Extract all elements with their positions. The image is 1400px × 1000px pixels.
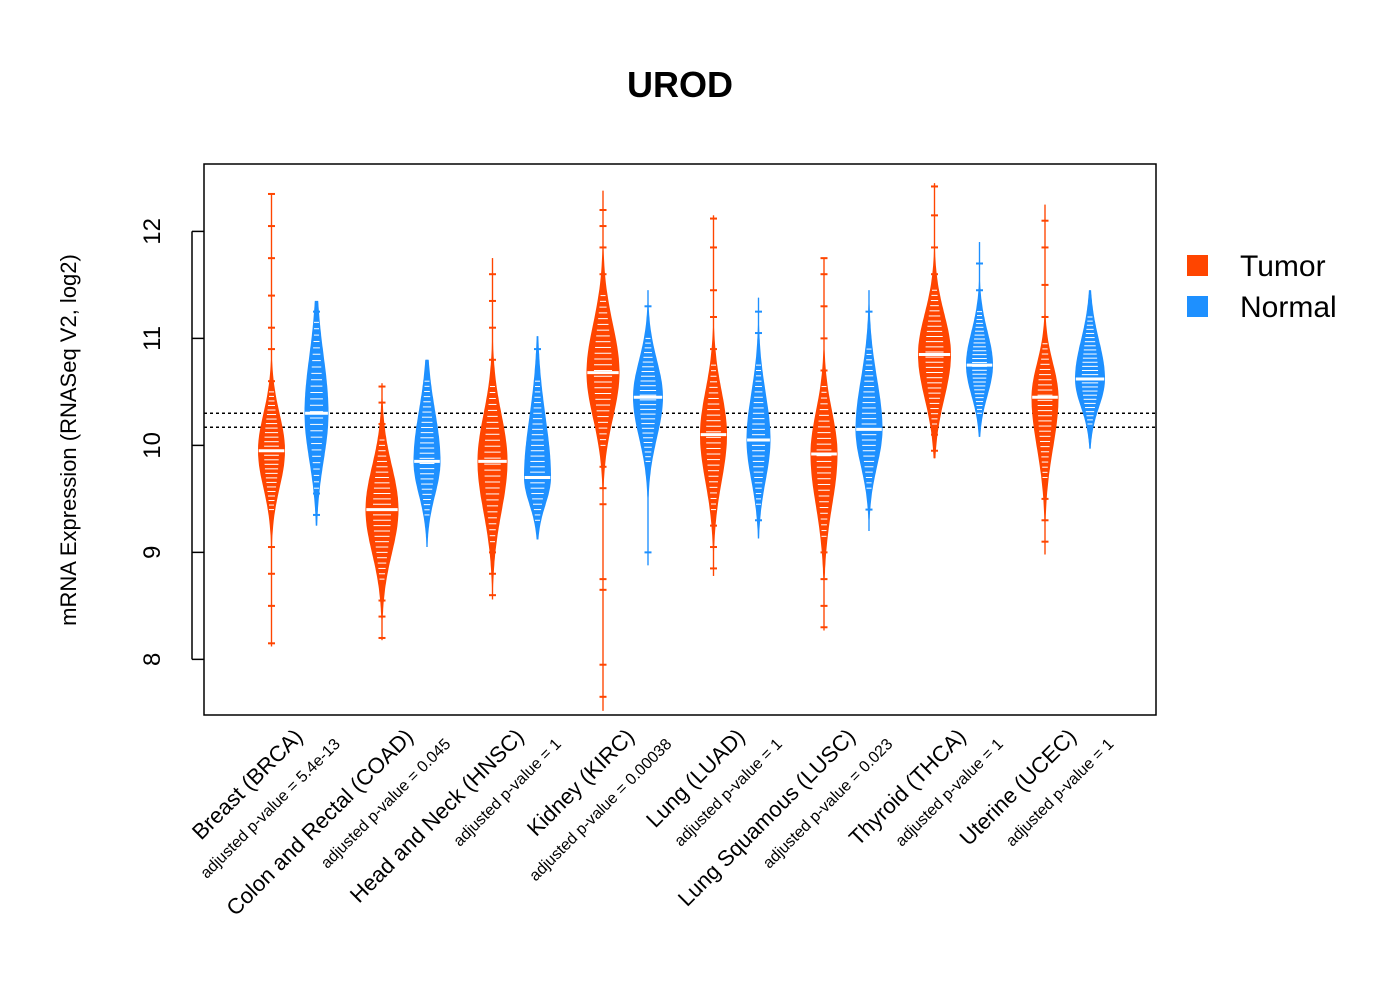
tumor-bean [477, 258, 508, 600]
y-tick-label: 8 [139, 653, 166, 666]
legend: Tumor Normal [1187, 250, 1337, 324]
tumor-bean [365, 383, 399, 641]
legend-label: Normal [1240, 291, 1337, 324]
normal-bean [746, 297, 771, 539]
normal-bean [966, 242, 993, 437]
normal-bean [304, 300, 329, 526]
y-axis-label: mRNA Expression (RNASeq V2, log2) [56, 254, 81, 626]
tumor-bean [586, 190, 620, 711]
plot-area [204, 183, 1156, 711]
y-tick-label: 12 [139, 218, 166, 245]
y-tick-label: 11 [139, 326, 166, 351]
legend-label: Tumor [1240, 250, 1326, 283]
tumor-bean [700, 215, 727, 576]
normal-bean [524, 336, 551, 540]
tumor-bean [810, 257, 838, 631]
x-axis-labels: Breast (BRCA)adjusted p-value = 5.4e-13C… [187, 724, 1117, 921]
y-tick-label: 9 [139, 546, 166, 559]
y-tick-label: 10 [139, 432, 166, 459]
tumor-bean [918, 183, 951, 459]
normal-bean [855, 290, 883, 531]
normal-bean [633, 290, 663, 566]
tumor-bean [258, 192, 285, 647]
y-axis: 8 9 10 11 12 [139, 218, 204, 666]
legend-swatch [1187, 296, 1208, 317]
chart-title: UROD [627, 64, 733, 105]
legend-swatch [1187, 255, 1208, 276]
normal-bean [413, 359, 441, 548]
normal-bean [1075, 290, 1105, 449]
plot-frame [203, 163, 1157, 716]
tumor-bean [1031, 204, 1059, 555]
